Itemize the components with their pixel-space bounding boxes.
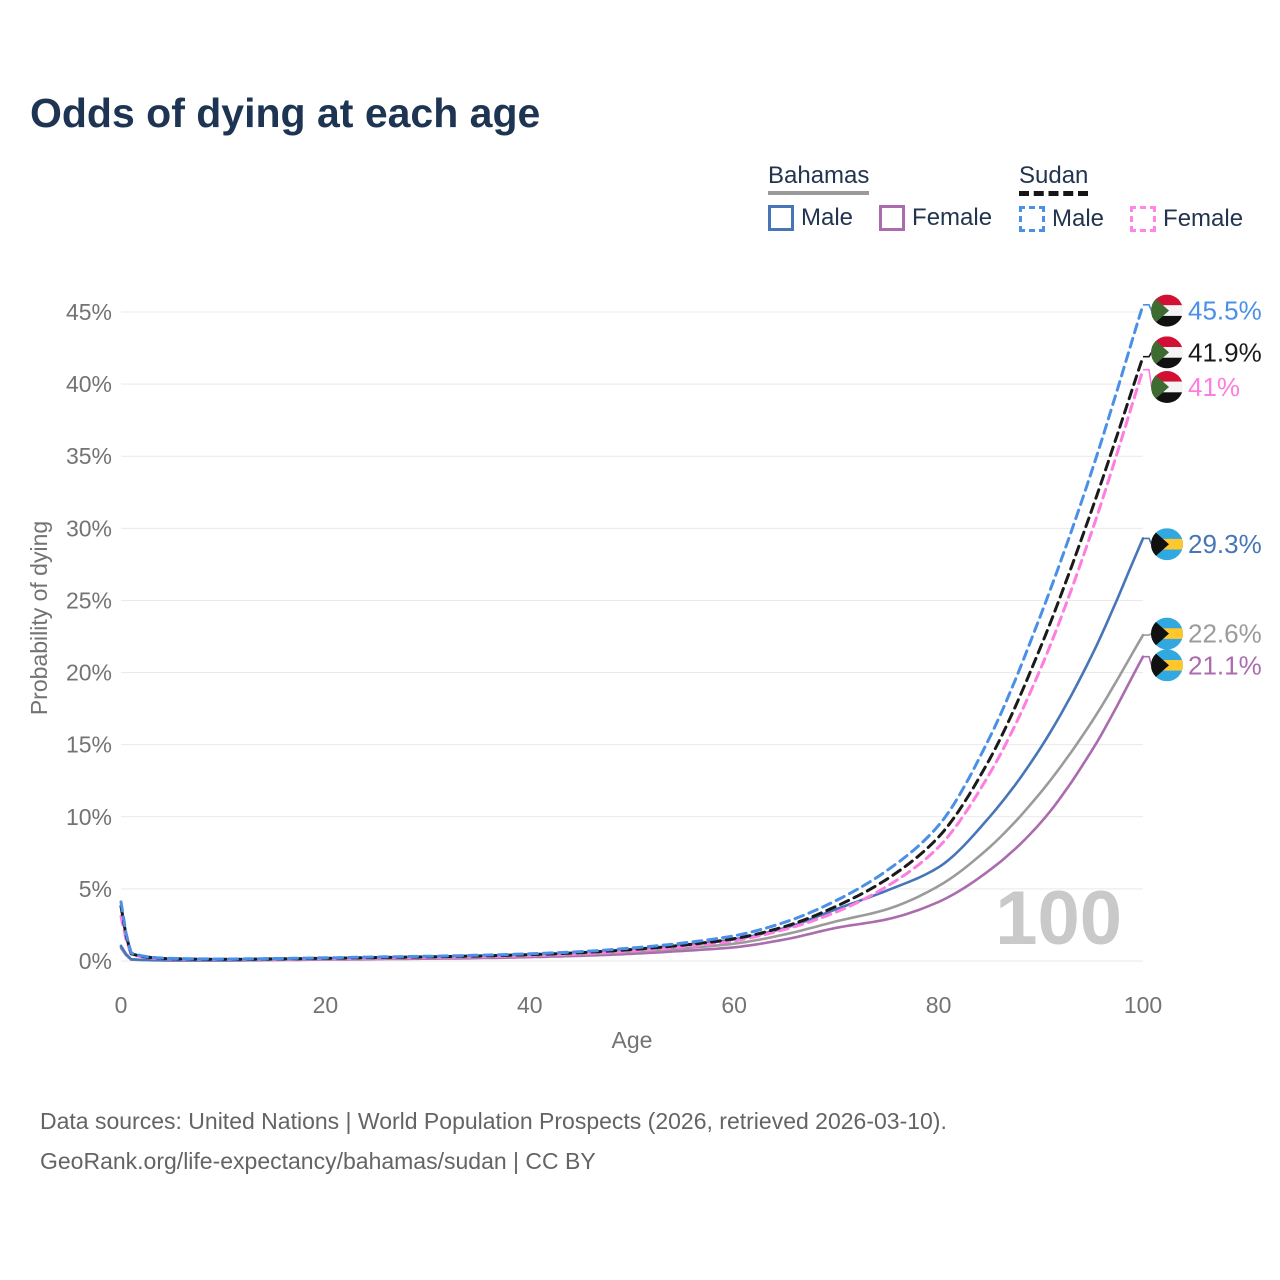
legend-item-label: Male — [1052, 205, 1105, 232]
legend-item-bahamas-female[interactable]: Female — [879, 204, 992, 232]
sudan-flag-icon — [1151, 295, 1183, 327]
y-tick-label: 30% — [66, 515, 112, 541]
sudan-flag-icon — [1151, 371, 1183, 403]
end-label-leaders — [1143, 304, 1153, 666]
end-value-label: 45.5% — [1188, 296, 1262, 326]
leader-line — [1143, 368, 1153, 388]
legend-group-bahamas: Bahamas Male Female — [768, 162, 1018, 232]
legend-group-sudan: Sudan Male Female — [1019, 162, 1269, 233]
y-tick-label: 0% — [79, 948, 112, 974]
end-labels: 45.5% 41.9% 41% 29.3% 22.6%21.1% — [1151, 295, 1262, 682]
x-tick-label: 80 — [926, 992, 952, 1018]
end-value-label: 21.1% — [1188, 650, 1262, 680]
sudan-flag-icon — [1151, 336, 1183, 368]
bahamas-flag-icon — [1151, 649, 1183, 681]
curve-sudan-male — [119, 303, 1145, 961]
x-axis-ticks: 0 20 40 60 80 100 — [115, 992, 1163, 1018]
leader-line — [1143, 655, 1153, 666]
y-axis-ticks: 0% 5% 10% 15% 20% 25% 30% 35% 40% 45% — [66, 299, 112, 974]
x-tick-label: 40 — [517, 992, 543, 1018]
legend-item-sudan-male[interactable]: Male — [1019, 205, 1104, 233]
y-axis-title: Probability of dying — [26, 521, 52, 715]
curves — [119, 303, 1145, 962]
age-watermark: 100 — [995, 876, 1122, 961]
x-tick-label: 100 — [1124, 992, 1162, 1018]
legend-item-label: Female — [912, 204, 993, 231]
end-value-label: 41% — [1188, 372, 1240, 402]
end-value-label: 22.6% — [1188, 619, 1262, 649]
y-tick-label: 10% — [66, 804, 112, 830]
y-tick-label: 25% — [66, 587, 112, 613]
legend-item-bahamas-male[interactable]: Male — [768, 204, 853, 232]
bahamas-female-swatch-icon — [879, 205, 906, 231]
legend-item-sudan-female[interactable]: Female — [1130, 205, 1243, 233]
curve-bahamas-male — [119, 537, 1145, 962]
x-axis-title: Age — [612, 1027, 653, 1053]
x-tick-label: 60 — [721, 992, 747, 1018]
end-value-label: 29.3% — [1188, 529, 1262, 559]
leader-line — [1143, 351, 1153, 358]
gridlines — [121, 311, 1143, 962]
bahamas-flag-icon — [1151, 528, 1183, 560]
sudan-female-swatch-icon — [1130, 206, 1157, 232]
x-tick-label: 20 — [313, 992, 339, 1018]
curve-bahamas-both-sexes — [119, 633, 1145, 962]
x-tick-label: 0 — [115, 992, 128, 1018]
leader-line — [1143, 537, 1153, 545]
leader-line — [1143, 304, 1153, 311]
y-tick-label: 40% — [66, 371, 112, 397]
footer-line-1: Data sources: United Nations | World Pop… — [40, 1108, 947, 1134]
y-tick-label: 45% — [66, 299, 112, 325]
y-tick-label: 5% — [79, 876, 112, 902]
sudan-male-swatch-icon — [1019, 206, 1045, 232]
page-title: Odds of dying at each age — [30, 90, 541, 136]
y-tick-label: 15% — [66, 732, 112, 758]
curve-bahamas-female — [119, 655, 1145, 962]
legend-country-bahamas: Bahamas — [768, 162, 870, 195]
bahamas-flag-icon — [1151, 618, 1183, 650]
leader-line — [1143, 632, 1152, 636]
footer-line-2: GeoRank.org/life-expectancy/bahamas/suda… — [40, 1148, 596, 1174]
y-tick-label: 35% — [66, 443, 112, 469]
legend-item-label: Female — [1163, 205, 1244, 232]
bahamas-male-swatch-icon — [768, 205, 794, 231]
end-value-label: 41.9% — [1188, 337, 1262, 367]
legend-item-label: Male — [801, 204, 854, 231]
legend-country-sudan: Sudan — [1019, 162, 1089, 196]
y-tick-label: 20% — [66, 660, 112, 686]
